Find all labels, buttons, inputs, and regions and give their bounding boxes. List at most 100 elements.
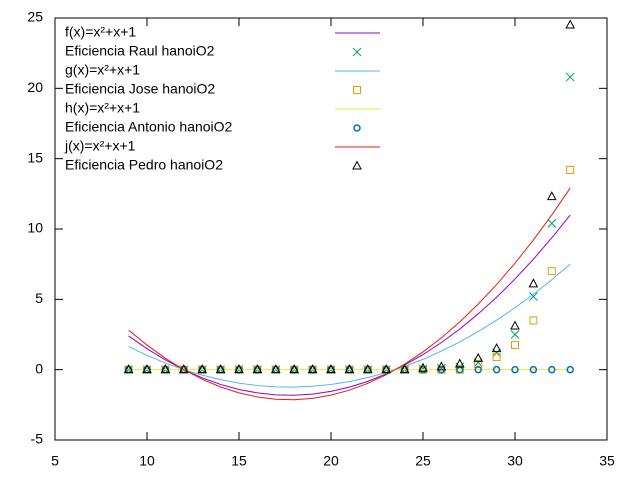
curve <box>128 214 571 396</box>
point-shape <box>352 160 362 170</box>
point <box>474 360 483 369</box>
y-tick-label: -5 <box>31 431 44 447</box>
point-stroke <box>547 219 557 228</box>
point <box>326 364 336 374</box>
legend-label: Eficiencia Pedro hanoiO2 <box>65 157 223 173</box>
y-tick-label: 20 <box>27 79 43 95</box>
legend-label: j(x)=x²+x+1 <box>64 138 136 154</box>
point <box>491 343 502 353</box>
point <box>352 160 362 170</box>
point-shape <box>491 343 502 353</box>
point <box>511 341 519 350</box>
point <box>454 358 465 368</box>
point <box>399 364 410 374</box>
point <box>566 365 574 374</box>
point-shape <box>399 364 410 374</box>
x-tick-label: 20 <box>323 453 339 469</box>
point <box>418 362 428 372</box>
point <box>353 124 361 132</box>
point <box>353 86 361 94</box>
x-tick-label: 35 <box>599 453 615 469</box>
x-tick-label: 5 <box>51 453 59 469</box>
point <box>528 278 539 288</box>
point-shape <box>473 352 484 362</box>
point-shape <box>566 165 575 174</box>
point-shape <box>510 320 520 330</box>
point <box>510 320 520 330</box>
point-shape <box>436 361 447 371</box>
point <box>565 19 576 29</box>
point-shape <box>307 364 318 374</box>
point-stroke <box>510 330 520 339</box>
point <box>547 267 556 276</box>
point <box>529 292 538 301</box>
point <box>289 364 300 374</box>
y-tick-label: 5 <box>35 290 43 306</box>
legend-label: g(x)=x²+x+1 <box>65 62 140 78</box>
legend-label: h(x)=x²+x+1 <box>65 100 140 116</box>
point <box>546 191 557 201</box>
point-stroke <box>565 72 575 82</box>
point-shape <box>492 353 501 362</box>
y-tick-label: 10 <box>27 220 43 236</box>
curve <box>128 263 571 388</box>
y-tick-label: 25 <box>27 9 43 25</box>
point-shape <box>566 365 574 374</box>
point <box>510 330 520 339</box>
point-shape <box>142 364 152 374</box>
point-shape <box>529 365 538 374</box>
point-shape <box>492 365 501 374</box>
point <box>474 365 482 374</box>
point <box>142 364 152 374</box>
x-tick-label: 10 <box>139 453 155 469</box>
x-tick-label: 30 <box>507 453 523 469</box>
point <box>381 364 392 374</box>
point-shape <box>123 364 134 374</box>
point <box>529 316 538 325</box>
point <box>307 364 318 374</box>
point <box>548 365 556 374</box>
point <box>529 365 538 374</box>
legend-label: Eficiencia Raul hanoiO2 <box>65 43 215 59</box>
point <box>492 365 501 374</box>
y-tick-label: 0 <box>35 360 43 376</box>
point-shape <box>289 364 300 374</box>
point <box>123 364 134 374</box>
point-shape <box>362 364 373 374</box>
point <box>178 364 189 374</box>
point-shape <box>454 358 465 368</box>
point-shape <box>474 365 482 374</box>
point <box>566 165 575 174</box>
point-shape <box>270 364 281 374</box>
point-shape <box>353 86 361 94</box>
legend-label: f(x)=x²+x+1 <box>65 24 136 40</box>
point-shape <box>344 364 355 374</box>
point <box>511 365 519 374</box>
point <box>352 47 362 57</box>
point-shape <box>511 365 519 374</box>
point-shape <box>326 364 336 374</box>
x-tick-label: 15 <box>231 453 247 469</box>
x-tick-label: 25 <box>415 453 431 469</box>
point <box>362 364 373 374</box>
point-shape <box>546 191 557 201</box>
point-shape <box>418 362 428 372</box>
point <box>270 364 281 374</box>
point-shape <box>197 364 208 374</box>
y-tick-label: 15 <box>27 149 43 165</box>
point-shape <box>528 278 539 288</box>
point-shape <box>529 316 538 325</box>
point-stroke <box>352 47 362 57</box>
point-shape <box>548 365 556 374</box>
point-shape <box>160 364 171 374</box>
point-shape <box>215 364 226 374</box>
point <box>473 352 484 362</box>
point-stroke <box>529 292 538 301</box>
point-shape <box>381 364 392 374</box>
point <box>436 361 447 371</box>
point-shape <box>474 360 483 369</box>
curve <box>128 187 571 401</box>
point <box>215 364 226 374</box>
point <box>160 364 171 374</box>
